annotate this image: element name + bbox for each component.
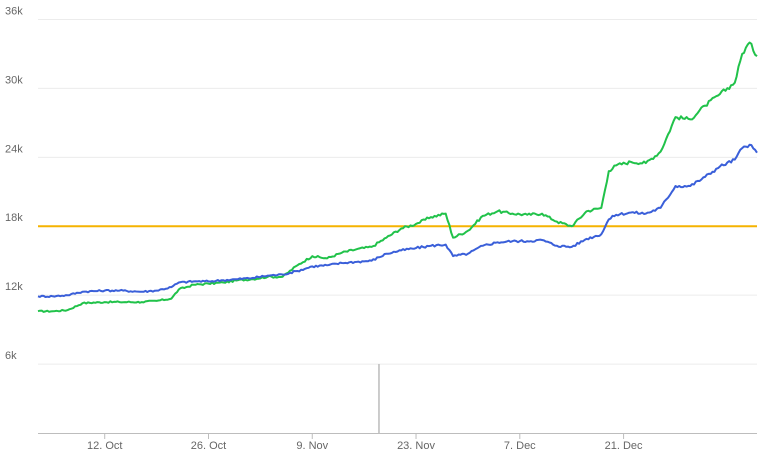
series-line-1 [37, 41, 758, 313]
x-tick-label: 23. Nov [397, 440, 435, 452]
x-tick-label: 7. Dec [504, 440, 536, 452]
y-tick-label: 30k [5, 74, 23, 86]
y-tick-label: 18k [5, 212, 23, 224]
x-tick-label: 26. Oct [191, 440, 226, 452]
y-tick-label: 6k [5, 350, 17, 362]
x-axis-ticks: 12. Oct 26. Oct 9. Nov 23. Nov 7. Dec 21. Dec [87, 433, 643, 452]
x-tick-label: 12. Oct [87, 440, 122, 452]
y-axis-ticks: 6k 12k 18k 24k 30k 36k [5, 5, 23, 362]
x-tick-label: 21. Dec [605, 440, 643, 452]
series-line-2 [37, 143, 758, 298]
series-layer [37, 41, 758, 313]
x-tick-label: 9. Nov [296, 440, 328, 452]
y-tick-label: 24k [5, 143, 23, 155]
y-tick-label: 12k [5, 281, 23, 293]
y-tick-label: 36k [5, 5, 23, 17]
